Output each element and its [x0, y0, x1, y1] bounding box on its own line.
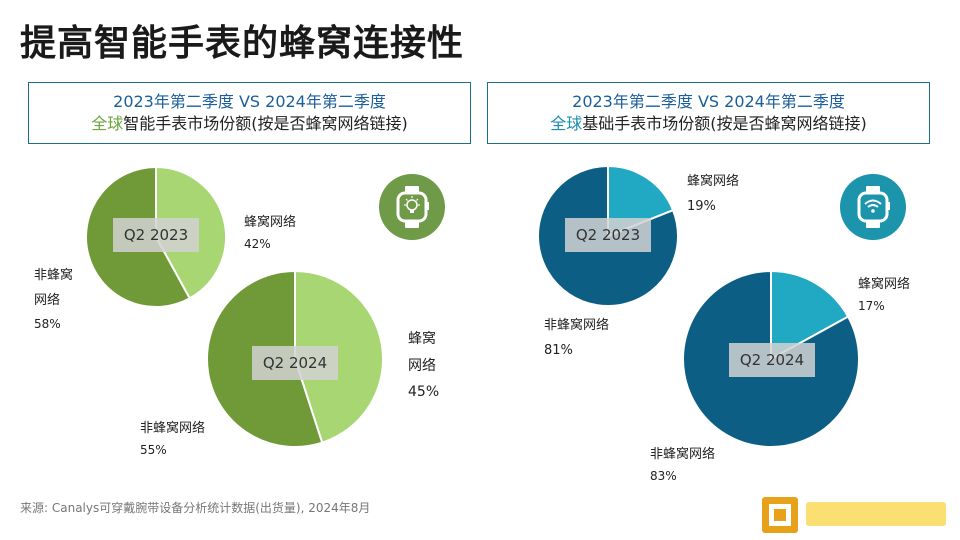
basicwatch-subtitle-rest: 基础手表市场份额(按是否蜂窝网络链接): [582, 114, 867, 133]
basicwatch-subtitle-box: 2023年第二季度 VS 2024年第二季度 全球基础手表市场份额(按是否蜂窝网…: [487, 82, 930, 144]
pie-bw24-period-tag: Q2 2024: [729, 343, 815, 377]
smartwatch-subtitle-rest: 智能手表市场份额(按是否蜂窝网络链接): [123, 114, 408, 133]
sw24-cellular-name-2: 网络: [408, 357, 436, 374]
basicwatch-subtitle-line1: 2023年第二季度 VS 2024年第二季度: [572, 92, 845, 111]
pie-bw23-period-tag: Q2 2023: [565, 218, 651, 252]
sw24-cellular-pct: 45%: [408, 384, 440, 401]
smartwatch-subtitle-line2: 全球智能手表市场份额(按是否蜂窝网络链接): [29, 113, 470, 135]
pie-sw24-period-tag: Q2 2024: [252, 346, 338, 380]
pie-sw23-period-tag: Q2 2023: [113, 218, 199, 252]
page-title: 提高智能手表的蜂窝连接性: [20, 23, 465, 64]
pie-bw24-slice-cellular: [770, 269, 850, 361]
source-note: 来源: Canalys可穿戴腕带设备分析统计数据(出货量), 2024年8月: [20, 501, 371, 515]
bw23-noncellular-label: 非蜂窝网络 81%: [544, 314, 609, 363]
bw23-cellular-label: 蜂窝网络 19%: [687, 170, 739, 219]
bw24-cellular-name: 蜂窝网络: [858, 277, 911, 292]
watch-wifi-icon: [840, 174, 906, 240]
bw24-noncellular-pct: 83%: [650, 469, 677, 484]
bw23-noncellular-pct: 81%: [544, 342, 573, 358]
sw24-cellular-name-1: 蜂窝: [408, 331, 436, 347]
sw24-noncellular-label: 非蜂窝网络 55%: [140, 420, 205, 459]
basicwatch-subtitle-line2: 全球基础手表市场份额(按是否蜂窝网络链接): [488, 113, 929, 135]
bw23-cellular-name: 蜂窝网络: [687, 174, 740, 189]
sw23-cellular-pct: 42%: [244, 237, 271, 252]
bw24-cellular-pct: 17%: [858, 299, 885, 314]
sw23-noncellular-pct: 58%: [34, 317, 61, 332]
sw24-cellular-label: 蜂窝 网络 45%: [408, 326, 439, 406]
pie-sw24-slice-cellular: [294, 269, 384, 444]
bw24-noncellular-name: 非蜂窝网络: [650, 447, 716, 462]
sw24-noncellular-name: 非蜂窝网络: [140, 421, 206, 436]
smartwatch-subtitle-highlight: 全球: [91, 114, 124, 133]
watermark-logo: [762, 497, 946, 533]
sw23-noncellular-name-1: 非蜂窝: [34, 268, 74, 283]
basicwatch-subtitle-highlight: 全球: [550, 114, 583, 133]
sw24-noncellular-pct: 55%: [140, 443, 167, 458]
sw23-noncellular-name-2: 网络: [34, 292, 61, 308]
bw24-cellular-label: 蜂窝网络 17%: [858, 276, 910, 315]
smartwatch-subtitle-box: 2023年第二季度 VS 2024年第二季度 全球智能手表市场份额(按是否蜂窝网…: [28, 82, 471, 144]
smartwatch-bulb-icon: [379, 174, 445, 240]
bw23-noncellular-name: 非蜂窝网络: [544, 318, 610, 333]
bw23-cellular-pct: 19%: [687, 198, 716, 214]
sw23-cellular-label: 蜂窝网络 42%: [244, 214, 296, 253]
bw24-noncellular-label: 非蜂窝网络 83%: [650, 446, 715, 485]
sw23-noncellular-label: 非蜂窝 网络 58%: [34, 264, 73, 336]
sw23-cellular-name: 蜂窝网络: [244, 215, 297, 230]
smartwatch-subtitle-line1: 2023年第二季度 VS 2024年第二季度: [113, 92, 386, 111]
